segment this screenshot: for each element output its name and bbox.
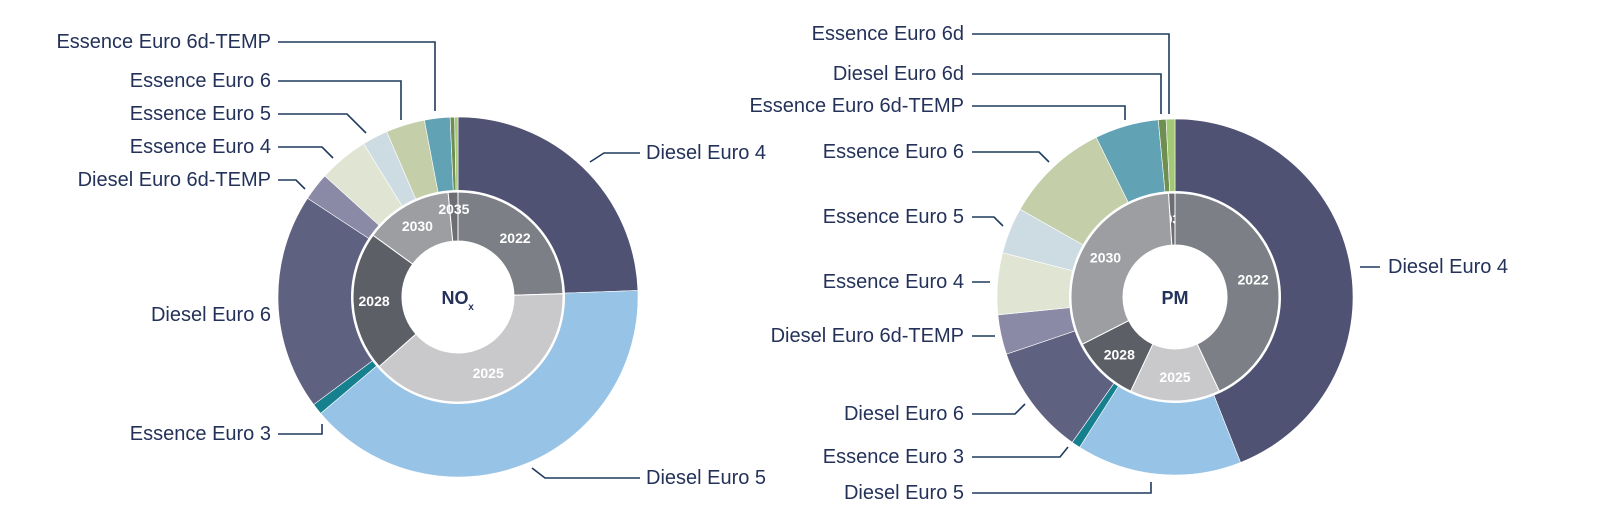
callout-diesel-euro-6d-temp: Diesel Euro 6d-TEMP: [771, 325, 964, 347]
leader-line-essence-euro-5: [278, 113, 367, 134]
center-label-subscript: x: [468, 302, 474, 313]
callout-labels: Diesel Euro 4 Diesel Euro 5 Essence Euro 3…: [749, 23, 1508, 504]
outer-ring: [996, 118, 1354, 476]
center-label: PM: [1162, 288, 1189, 308]
year-label-2030: 2030: [402, 218, 433, 234]
ring-separator: [351, 190, 565, 404]
callout-essence-euro-6: Essence Euro 6: [130, 70, 271, 92]
ring-separator: [1069, 191, 1281, 403]
callout-diesel-euro-4: Diesel Euro 4: [1388, 256, 1508, 278]
callout-essence-euro-6: Essence Euro 6: [823, 141, 964, 163]
callout-diesel-euro-6d-temp: Diesel Euro 6d-TEMP: [78, 169, 271, 191]
callout-essence-euro-6d: Essence Euro 6d: [812, 23, 964, 45]
leader-line-diesel-euro-5: [531, 467, 640, 479]
callout-diesel-euro-6: Diesel Euro 6: [151, 304, 271, 326]
leader-line-essence-euro-6d-temp: [972, 105, 1126, 120]
leader-line-essence-euro-6: [972, 151, 1050, 163]
donut-hole: [1123, 245, 1227, 349]
leader-line-essence-euro-6: [278, 80, 402, 120]
year-label-2030: 2030: [1090, 249, 1121, 265]
year-label-2025: 2025: [473, 365, 504, 381]
year-label-2025: 2025: [1159, 369, 1190, 385]
callout-essence-euro-4: Essence Euro 4: [130, 136, 271, 158]
leader-line-diesel-euro-5: [972, 482, 1152, 494]
callout-essence-euro-6d-temp: Essence Euro 6d-TEMP: [749, 95, 964, 117]
leader-line-essence-euro-6d: [972, 33, 1170, 114]
callout-essence-euro-4: Essence Euro 4: [823, 271, 964, 293]
leader-line-essence-euro-3: [278, 424, 323, 435]
leader-line-essence-euro-6d-temp: [278, 41, 436, 111]
year-label-2028: 2028: [359, 293, 390, 309]
callout-labels: Diesel Euro 4 Diesel Euro 5 Essence Euro 3…: [56, 31, 766, 489]
leader-line-diesel-euro-6d-temp: [278, 179, 306, 190]
inner-ring: 2022 2025 2028 2030 2035: [352, 191, 564, 403]
outer-ring: [277, 116, 639, 478]
callout-diesel-euro-5: Diesel Euro 5: [844, 482, 964, 504]
callout-essence-euro-5: Essence Euro 5: [823, 206, 964, 228]
year-label-2028: 2028: [1104, 347, 1135, 363]
callout-essence-euro-6d-temp: Essence Euro 6d-TEMP: [56, 31, 271, 53]
callout-essence-euro-3: Essence Euro 3: [130, 423, 271, 445]
leader-line-diesel-euro-6d: [972, 73, 1162, 114]
callout-diesel-euro-5: Diesel Euro 5: [646, 467, 766, 489]
callout-diesel-euro-4: Diesel Euro 4: [646, 142, 766, 164]
leader-line-essence-euro-5: [972, 216, 1004, 227]
center-label: NO: [442, 288, 469, 308]
leader-line-essence-euro-3: [972, 446, 1069, 458]
callout-essence-euro-5: Essence Euro 5: [130, 103, 271, 125]
callout-diesel-euro-6d: Diesel Euro 6d: [833, 63, 964, 85]
year-label-2022: 2022: [500, 230, 531, 246]
year-label-2022: 2022: [1238, 272, 1269, 288]
donut-hole: [402, 241, 514, 353]
leader-line-diesel-euro-6: [972, 403, 1026, 415]
leader-line-essence-euro-4: [278, 146, 334, 159]
callout-essence-euro-3: Essence Euro 3: [823, 446, 964, 468]
year-label-2035: 2035: [438, 201, 469, 217]
callout-diesel-euro-6: Diesel Euro 6: [844, 403, 964, 425]
leader-line-diesel-euro-4: [589, 152, 640, 163]
